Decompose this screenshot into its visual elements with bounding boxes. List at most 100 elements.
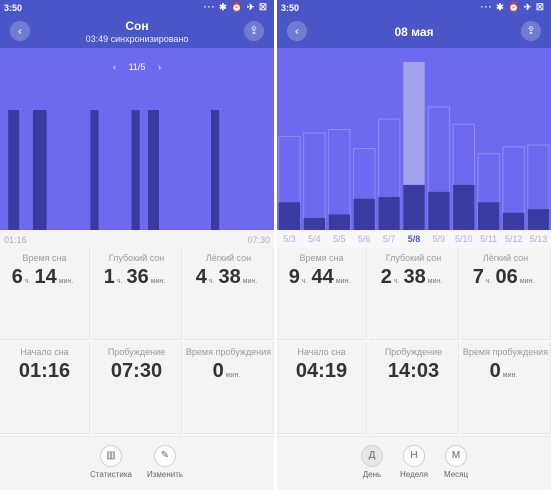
stat-label: Время пробуждения [185,347,272,357]
date-pager: ‹ 11/5 › [0,62,274,72]
date-label-5/9[interactable]: 5/9 [432,234,446,244]
week-view-button[interactable]: Н Неделя [389,445,439,479]
deep-sleep-segment-2 [90,110,99,230]
back-button[interactable]: ‹ [10,21,30,41]
week-chart-screen: 3:50 ··· ✱ ⏰ ✈ ☒ ‹ 08 мая ⇪ 5/3 5/4 5/5 5/6… [277,0,551,490]
stat-deep-sleep: Глубокий сон 2 ч. 38 мин. [369,248,459,340]
statistics-button[interactable]: ▥ Статистика [86,445,136,479]
prev-day-button[interactable]: ‹ [113,62,117,72]
weekly-chart-svg [278,61,550,231]
total-sleep-bar-5/3[interactable] [278,135,301,230]
deep-sleep-segment-4 [148,110,159,230]
stat-value: 9 ч. 44 мин. [288,266,351,288]
date-label-5/12[interactable]: 5/12 [504,234,523,244]
sleep-timeline-chart: ‹ 11/5 › [0,48,274,230]
share-button[interactable]: ⇪ [244,21,264,41]
page-title: Сон [125,19,149,33]
deep-sleep-bar-5/6 [353,198,375,230]
deep-sleep-bar-5/9 [428,191,450,230]
deep-sleep-segment-5 [211,110,220,230]
total-sleep-bar-5/7[interactable] [377,118,401,230]
date-label-5/3[interactable]: 5/3 [283,234,296,244]
stat-label: Глубокий сон [385,253,442,263]
stat-awake-time: Время пробуждения 0 мин. [461,342,551,434]
deep-sleep-bar-5/13 [527,209,550,230]
day-view-button[interactable]: Д День [347,445,397,479]
deep-sleep-segment-3 [131,110,140,230]
stat-light-sleep: Лёгкий сон 7 ч. 06 мин. [461,248,551,340]
sync-status: 03:49 синхронизировано [85,34,189,44]
month-view-button[interactable]: М Месяц [431,445,481,479]
date-label-5/7[interactable]: 5/7 [382,234,396,244]
timeline-start-label: 01:16 [4,235,27,245]
back-button[interactable]: ‹ [287,21,307,41]
edit-icon: ✎ [154,445,176,467]
date-label-5/4[interactable]: 5/4 [308,234,321,244]
stat-value: 0 мин. [489,360,518,382]
header: ‹ 08 мая ⇪ [277,16,551,48]
deep-sleep-bar-5/11 [478,202,500,230]
bottom-toolbar: Д День Н Неделя М Месяц [277,436,551,490]
stat-label: Лёгкий сон [205,253,252,263]
total-sleep-bar-5/5[interactable] [328,129,351,231]
date-label-5/13[interactable]: 5/13 [529,234,548,244]
deep-sleep-bar-5/12 [502,212,525,230]
stat-value: 0 мин. [212,360,241,382]
stat-wake-time: Пробуждение 07:30 [92,342,182,434]
back-arrow-icon: ‹ [295,24,299,38]
screen-divider [274,0,277,490]
date-axis: 5/3 5/4 5/5 5/6 5/7 5/8 5/9 5/10 5/11 5/12 5/13 [277,230,551,248]
deep-sleep-bar-5/4 [303,217,326,230]
total-sleep-bar-5/4[interactable] [303,132,326,230]
stat-label: Лёгкий сон [482,253,529,263]
stat-light-sleep: Лёгкий сон 4 ч. 38 мин. [184,248,274,340]
total-sleep-bar-5/11[interactable] [477,153,500,230]
date-label-5/10[interactable]: 5/10 [455,234,473,244]
stat-label: Время сна [22,253,67,263]
bottom-toolbar: ▥ Статистика ✎ Изменить [0,436,274,490]
stat-deep-sleep: Глубокий сон 1 ч. 36 мин. [92,248,182,340]
total-sleep-bar-5/6[interactable] [353,148,376,231]
next-day-button[interactable]: › [157,62,161,72]
timeline-end-label: 07:30 [247,235,270,245]
status-bar: 3:50 ··· ✱ ⏰ ✈ ☒ [277,0,551,16]
stat-value: 1 ч. 36 мин. [103,266,166,288]
stat-label: Глубокий сон [108,253,165,263]
date-label-5/5[interactable]: 5/5 [333,234,346,244]
total-sleep-bar-5/10[interactable] [452,123,476,230]
week-letter-icon: Н [403,445,425,467]
header: ‹ Сон 03:49 синхронизировано ⇪ [0,16,274,48]
month-letter-icon: М [445,445,467,467]
stat-value: 2 ч. 38 мин. [380,266,443,288]
stat-value: 07:30 [110,360,163,382]
total-sleep-bar-5/13[interactable] [527,144,550,230]
timeline-svg [8,110,220,230]
stat-label: Пробуждение [384,347,443,357]
stat-label: Время пробуждения [462,347,549,357]
date-label-5/8[interactable]: 5/8 [407,234,421,244]
stat-value: 7 ч. 06 мин. [472,266,535,288]
total-sleep-bar-5/9[interactable] [427,106,451,230]
back-arrow-icon: ‹ [18,24,22,38]
total-sleep-bar-5/12[interactable] [502,146,525,230]
stat-label: Пробуждение [107,347,166,357]
status-time: 3:50 [281,3,300,13]
share-icon: ⇪ [526,25,536,37]
status-bar: 3:50 ··· ✱ ⏰ ✈ ☒ [0,0,274,16]
stat-value: 4 ч. 38 мин. [195,266,258,288]
edit-button[interactable]: ✎ Изменить [140,445,190,479]
share-icon: ⇪ [249,25,259,37]
stat-value: 04:19 [295,360,348,382]
share-button[interactable]: ⇪ [521,21,541,41]
bar-chart-icon: ▥ [100,445,122,467]
stat-value: 01:16 [18,360,71,382]
date-label-5/11[interactable]: 5/11 [480,234,498,244]
pager-date: 11/5 [128,62,146,72]
day-detail-screen: 3:50 ··· ✱ ⏰ ✈ ☒ ‹ Сон 03:49 синхронизир… [0,0,274,490]
deep-sleep-bar-5/10 [453,184,475,230]
stat-total-sleep: Время сна 9 ч. 44 мин. [277,248,367,340]
stat-label: Начало сна [20,347,69,357]
date-label-5/6[interactable]: 5/6 [357,234,371,244]
page-title: 08 мая [394,25,434,39]
